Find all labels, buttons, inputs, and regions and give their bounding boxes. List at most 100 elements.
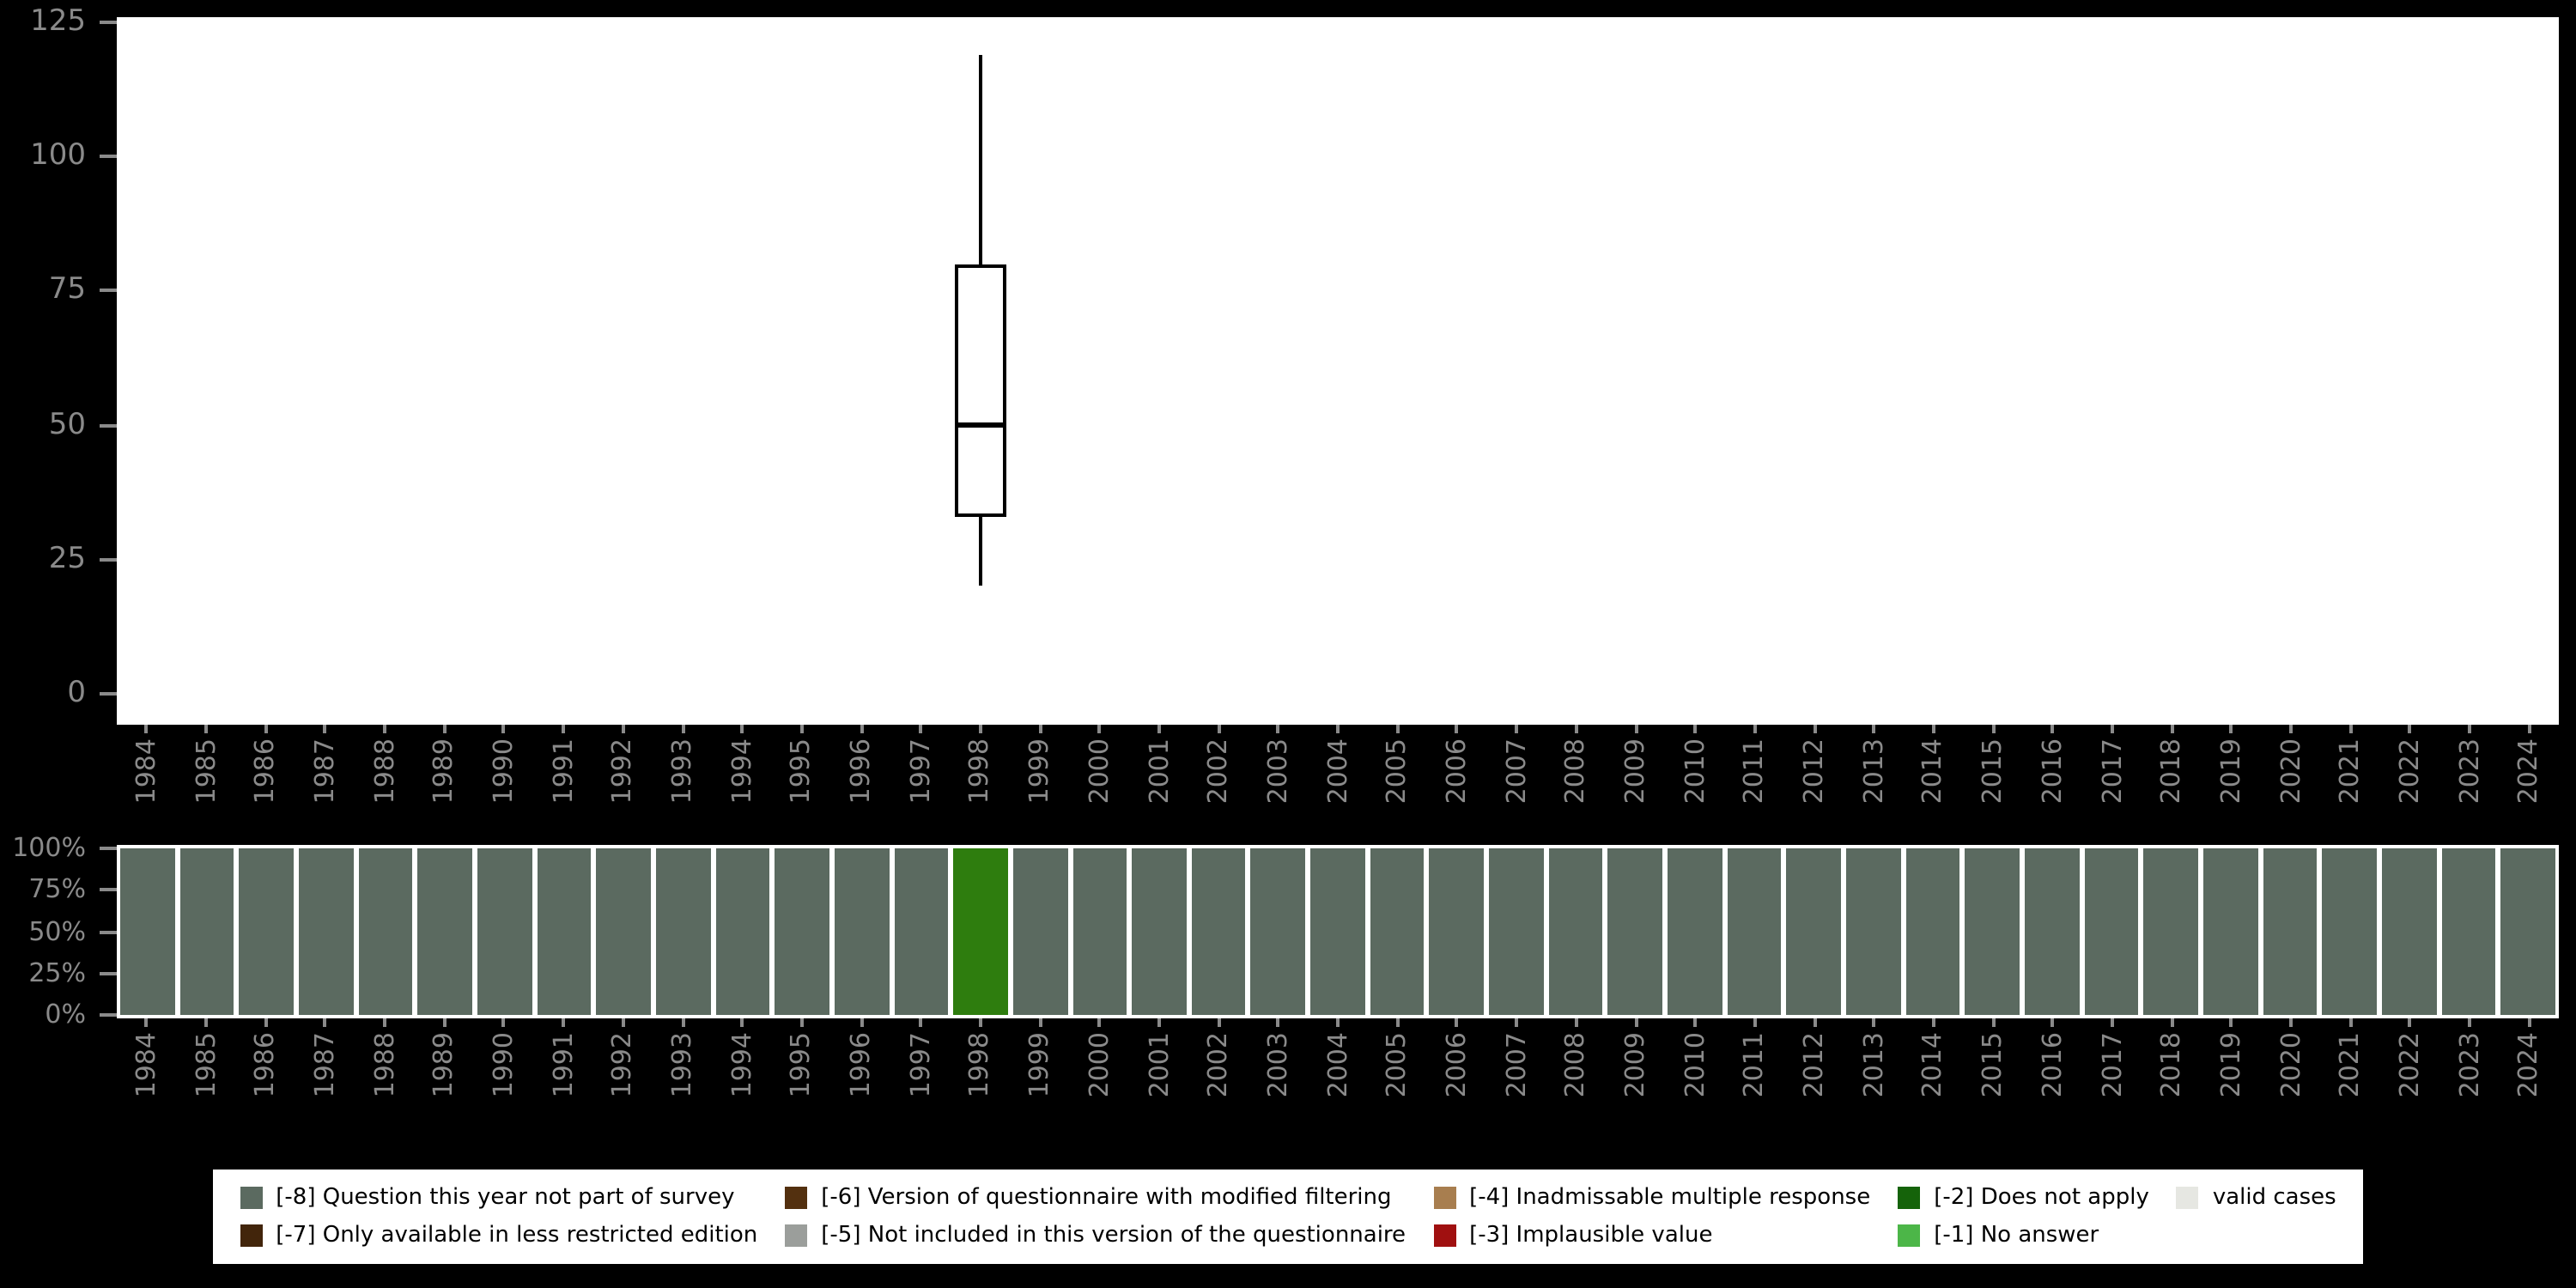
x-axis-slot: 2022: [2380, 1018, 2439, 1125]
axis-tick: [2111, 725, 2115, 733]
boxplot-section: 0 25 50 75 100 125: [30, 7, 2559, 725]
missing-bar: [1072, 848, 1127, 1015]
axis-tick: [1813, 1018, 1817, 1027]
x-tick-label: 1990: [487, 738, 519, 805]
axis-tick: [100, 930, 117, 933]
x-axis-slot: 2006: [1427, 1018, 1486, 1125]
axis-tick: [100, 971, 117, 975]
axis-tick: [204, 1018, 209, 1027]
x-axis-slot: 2015: [1964, 1018, 2023, 1125]
axis-tick: [323, 1018, 327, 1027]
x-axis-slot: 2018: [2142, 725, 2202, 831]
legend-label: [-3] Implausible value: [1469, 1223, 1713, 1249]
axis-tick: [1753, 725, 1757, 733]
axis-tick: [204, 725, 209, 733]
x-axis-slot: 2001: [1129, 1018, 1188, 1125]
legend-swatch: [1898, 1224, 1921, 1247]
x-tick-label: 2002: [1202, 1032, 1234, 1098]
x-tick-label: 2008: [1559, 738, 1591, 805]
x-axis-slot: 2000: [1070, 725, 1129, 831]
legend-label: [-6] Version of questionnaire with modif…: [821, 1185, 1392, 1211]
axis-tick: [1217, 725, 1221, 733]
x-tick-label: 2013: [1857, 1032, 1889, 1098]
x-axis-slot: 1989: [415, 1018, 474, 1125]
axis-tick: [681, 1018, 685, 1027]
x-axis-slot: 2009: [1606, 1018, 1665, 1125]
axis-tick: [2170, 1018, 2174, 1027]
legend-label: [-2] Does not apply: [1934, 1185, 2149, 1211]
missing-bar: [1370, 848, 1425, 1015]
x-tick-label: 2015: [1977, 738, 2008, 805]
x-axis-slot: 1988: [355, 1018, 415, 1125]
x-tick-label: 2008: [1559, 1032, 1591, 1098]
x-tick-label: 2012: [1798, 1032, 1830, 1098]
y-tick-label: 0: [67, 676, 86, 710]
x-tick-label: 2010: [1679, 1032, 1710, 1098]
legend-item: [-7] Only available in less restricted e…: [240, 1223, 757, 1249]
x-axis-slot: 2020: [2262, 725, 2321, 831]
axis-tick: [100, 155, 117, 159]
missing-bar: [1786, 848, 1842, 1015]
x-axis-slot: 2017: [2082, 725, 2142, 831]
x-tick-label: 1988: [368, 1032, 400, 1098]
axis-tick: [2348, 1018, 2353, 1027]
x-tick-label: 2011: [1738, 1032, 1770, 1098]
x-axis-slot: 2011: [1725, 1018, 1784, 1125]
x-tick-label: 1985: [190, 738, 222, 805]
x-axis-slot: 2021: [2321, 1018, 2380, 1125]
missing-bar: [2381, 848, 2437, 1015]
x-axis-row: 1984 1985 1986 1987 1988 1989 1990 1991 1992 1993…: [117, 1018, 2559, 1125]
x-axis-slot: 1990: [474, 725, 533, 831]
axis-tick: [799, 725, 804, 733]
axis-tick: [501, 1018, 506, 1027]
boxplot-box: [954, 264, 1006, 517]
axis-tick: [144, 1018, 149, 1027]
x-tick-label: 2024: [2512, 738, 2544, 805]
missing-bar: [2143, 848, 2198, 1015]
boxplot-median: [954, 422, 1006, 428]
axis-tick: [978, 1018, 982, 1027]
x-tick-label: 2003: [1261, 738, 1293, 805]
x-tick-label: 2014: [1917, 1032, 1948, 1098]
axis-tick: [2408, 725, 2412, 733]
x-tick-label: 1989: [428, 738, 459, 805]
axis-tick: [2348, 725, 2353, 733]
x-tick-label: 2024: [2512, 1032, 2544, 1098]
x-tick-label: 2005: [1381, 1032, 1413, 1098]
x-axis-slot: 1991: [534, 1018, 593, 1125]
axis-tick: [1574, 725, 1578, 733]
axis-tick: [1336, 1018, 1340, 1027]
legend-item: [-6] Version of questionnaire with modif…: [785, 1185, 1406, 1211]
x-tick-label: 2017: [2096, 1032, 2128, 1098]
x-axis-slot: 2024: [2500, 1018, 2559, 1125]
legend-label: [-1] No answer: [1934, 1223, 2099, 1249]
axis-tick: [860, 1018, 864, 1027]
x-tick-label: 2018: [2155, 738, 2187, 805]
x-tick-label: 2014: [1917, 738, 1948, 805]
x-tick-label: 1992: [606, 738, 638, 805]
x-axis-slot: 1996: [832, 725, 891, 831]
axis-tick: [1693, 725, 1698, 733]
axis-tick: [2468, 1018, 2472, 1027]
x-axis-slot: 2008: [1546, 1018, 1606, 1125]
x-axis-slot: 1986: [236, 725, 295, 831]
legend-label: [-4] Inadmissable multiple response: [1469, 1185, 1871, 1211]
x-axis-slot: 2003: [1249, 1018, 1308, 1125]
axis-tick: [1097, 1018, 1102, 1027]
x-tick-label: 2021: [2334, 1032, 2366, 1098]
axis-tick: [919, 725, 923, 733]
x-tick-label: 2016: [2036, 738, 2068, 805]
axis-tick: [681, 725, 685, 733]
x-tick-label: 2017: [2096, 738, 2128, 805]
missing-bar: [2202, 848, 2258, 1015]
missing-bar: [179, 848, 234, 1015]
x-axis-slot: 1987: [295, 725, 355, 831]
axis-tick: [1515, 725, 1519, 733]
missing-bar: [298, 848, 354, 1015]
x-tick-label: 1989: [428, 1032, 459, 1098]
x-tick-label: 2007: [1500, 1032, 1532, 1098]
axis-tick: [1038, 725, 1042, 733]
legend: [-8] Question this year not part of surv…: [212, 1170, 2364, 1264]
x-axis-slot: 1999: [1011, 1018, 1070, 1125]
x-tick-label: 2019: [2215, 738, 2246, 805]
